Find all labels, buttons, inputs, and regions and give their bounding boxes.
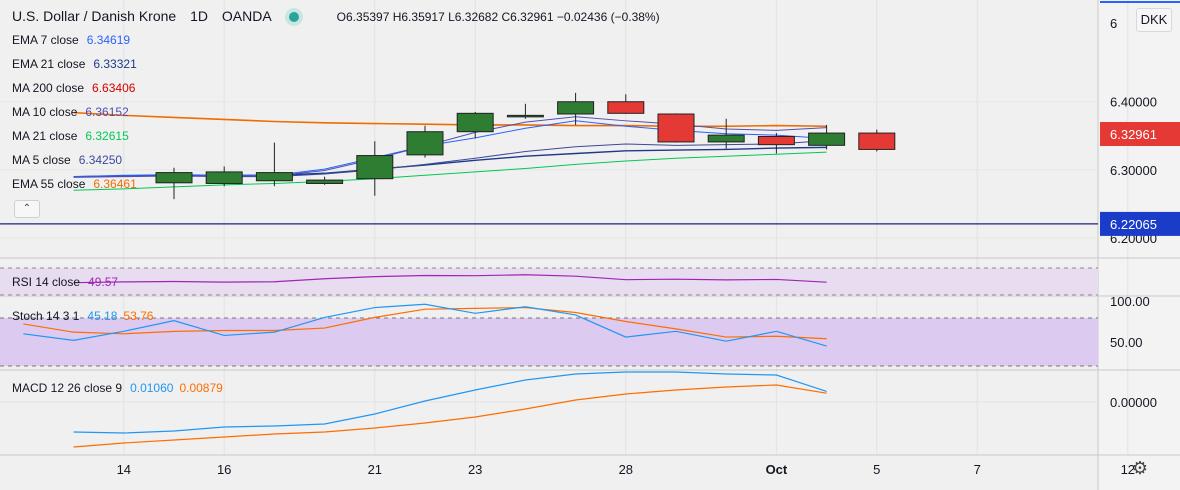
x-tick-label: 23 [468,462,482,477]
x-tick-label: 12 [1121,462,1135,477]
symbol-title: U.S. Dollar / Danish Krone [12,8,177,24]
collapse-legend-button[interactable]: ⌃ [14,200,40,218]
candle-body [657,113,695,143]
x-tick-label: 21 [368,462,382,477]
candle-body [858,132,896,150]
legend-value: 6.36152 [85,105,129,119]
macd-signal-value: 0.00879 [179,381,223,395]
candle-body [506,114,544,118]
legend-ma-21-close: MA 21 close 6.32615 [12,129,129,143]
stoch-legend: Stoch 14 3 1 45.18 53.76 [12,309,153,323]
legend-ma-200-close: MA 200 close 6.63406 [12,81,135,95]
legend-value: 6.32615 [85,129,129,143]
x-tick-label: 14 [117,462,131,477]
candle-body [255,172,293,182]
stoch-band [0,318,1098,366]
currency-button[interactable]: DKK [1136,8,1172,32]
legend-ma-5-close: MA 5 close 6.34250 [12,153,122,167]
legend-ema-21-close: EMA 21 close 6.33321 [12,57,137,71]
interval-label[interactable]: 1D [190,8,208,24]
stoch-tick-label: 100.00 [1110,294,1150,309]
legend-value: 6.63406 [92,81,136,95]
stoch-k-value: 45.18 [87,309,118,323]
candle-body [707,134,745,143]
last-price-badge [1100,122,1180,146]
x-tick-label: Oct [766,462,788,477]
candle-body [406,131,444,156]
candle-body [155,172,193,184]
rsi-label: RSI 14 close [12,275,81,289]
macd-tick-label: 0.00000 [1110,395,1157,410]
legend-value: 6.34250 [78,153,123,167]
legend-value: 6.36461 [93,177,137,191]
candle-body [456,112,494,133]
rsi-line [73,274,827,284]
ma21-line [73,151,827,191]
rsi-value: 49.57 [88,275,119,289]
stoch-k-line [23,303,827,347]
macd-legend: MACD 12 26 close 9 0.01060 0.00879 [12,381,223,395]
price-tick-label: 6.40000 [1110,95,1157,110]
stoch-d-value: 53.76 [123,309,154,323]
stoch-d-line [23,306,827,340]
hline-price-label: 6.22065 [1110,217,1157,232]
macd-line [73,371,827,434]
legend-label: MA 5 close [12,153,71,167]
candle-body [757,135,795,146]
candle-body [306,179,344,184]
candle-body [356,155,394,180]
legend-value: 6.34619 [86,33,131,47]
x-tick-label: 16 [217,462,231,477]
legend-label: MA 21 close [12,129,78,143]
gear-icon[interactable]: ⚙ [1131,458,1148,478]
stoch-tick-label: 50.00 [1110,335,1143,350]
rsi-legend: RSI 14 close 49.57 [12,275,118,289]
legend-label: MA 10 close [12,105,78,119]
legend-label: EMA 21 close [12,57,86,71]
price-axis-background [1098,0,1180,490]
ohlc-readout: O6.35397 H6.35917 L6.32682 C6.32961 −0.0… [336,10,660,24]
last-price-label: 6.32961 [1110,127,1157,142]
x-tick-label: 5 [873,462,880,477]
ma10-line [73,116,827,178]
chart-header: U.S. Dollar / Danish Krone 1D OANDA O6.3… [12,8,660,24]
candle-body [607,101,645,114]
legend-label: MA 200 close [12,81,85,95]
candle-body [557,101,595,115]
legend-label: EMA 55 close [12,177,86,191]
macd-signal-line [73,384,827,448]
macd-value: 0.01060 [130,381,174,395]
market-status-dot [288,12,299,22]
x-tick-label: 7 [974,462,981,477]
stoch-label: Stoch 14 3 1 [12,309,80,323]
candle-body [808,132,846,146]
x-tick-label: 28 [619,462,633,477]
legend-ma-10-close: MA 10 close 6.36152 [12,105,129,119]
ema7-line [73,120,827,178]
legend-ema-55-close: EMA 55 close 6.36461 [12,177,137,191]
price-tick-label: 6.30000 [1110,163,1157,178]
legend-label: EMA 7 close [12,33,79,47]
price-tick-label-top: 6 [1110,16,1117,31]
legend-value: 6.33321 [93,57,137,71]
legend-ema-7-close: EMA 7 close 6.34619 [12,33,130,47]
broker-label: OANDA [221,8,271,24]
candle-body [205,171,243,184]
macd-label: MACD 12 26 close 9 [12,381,123,395]
hline-price-badge [1100,211,1180,236]
